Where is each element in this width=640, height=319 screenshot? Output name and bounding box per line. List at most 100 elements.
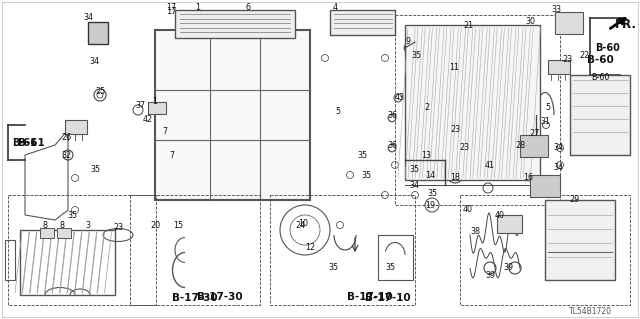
Text: 20: 20	[150, 220, 160, 229]
Text: B-17-30: B-17-30	[197, 292, 243, 302]
Text: 40: 40	[495, 211, 505, 219]
Text: 42: 42	[143, 115, 153, 124]
Text: 35: 35	[409, 166, 419, 174]
Text: 34: 34	[409, 181, 419, 189]
Text: 39: 39	[485, 271, 495, 279]
Text: 23: 23	[459, 144, 469, 152]
Text: 36: 36	[387, 110, 397, 120]
Bar	[148, 102, 166, 114]
Text: 38: 38	[470, 227, 480, 236]
Text: 35: 35	[385, 263, 395, 272]
Bar	[555, 12, 583, 34]
Bar	[175, 10, 295, 38]
Text: B-17-10: B-17-10	[365, 293, 411, 303]
Text: 7: 7	[163, 128, 168, 137]
Text: 2: 2	[424, 103, 429, 113]
Bar	[395, 15, 560, 205]
Text: 14: 14	[425, 170, 435, 180]
Text: B-60: B-60	[591, 73, 609, 83]
Text: 13: 13	[421, 151, 431, 160]
Text: 40: 40	[463, 205, 473, 214]
Bar	[497, 215, 522, 233]
Text: 25: 25	[95, 87, 105, 97]
Text: 21: 21	[463, 20, 473, 29]
Text: 35: 35	[411, 50, 421, 60]
Bar	[378, 235, 413, 280]
Text: 17: 17	[166, 8, 176, 17]
Text: 10: 10	[298, 219, 308, 227]
Text: 15: 15	[173, 220, 183, 229]
Text: 8: 8	[42, 220, 47, 229]
Text: B-61: B-61	[12, 138, 37, 148]
Text: 36: 36	[387, 140, 397, 150]
Text: 23: 23	[562, 56, 572, 64]
Text: 31: 31	[540, 117, 550, 127]
Text: 1: 1	[195, 4, 200, 12]
Text: 37: 37	[135, 101, 145, 110]
Text: 41: 41	[485, 160, 495, 169]
Bar	[88, 22, 108, 44]
Bar	[130, 195, 260, 305]
Text: 11: 11	[449, 63, 459, 72]
Text: 35: 35	[357, 151, 367, 160]
Text: 8: 8	[60, 220, 65, 229]
Bar	[405, 25, 540, 180]
Text: 24: 24	[295, 220, 305, 229]
Text: 35: 35	[67, 211, 77, 219]
Text: 7: 7	[170, 151, 175, 160]
Bar	[155, 30, 310, 200]
Text: 34: 34	[83, 13, 93, 23]
Bar	[330, 10, 395, 35]
Text: B-60: B-60	[596, 43, 620, 53]
Text: 39: 39	[503, 263, 513, 272]
Text: 29: 29	[570, 196, 580, 204]
Text: 23: 23	[113, 224, 123, 233]
Text: 16: 16	[523, 174, 533, 182]
Text: 9: 9	[405, 38, 411, 47]
Text: 19: 19	[425, 201, 435, 210]
Bar	[5, 240, 15, 280]
Text: 34: 34	[89, 57, 99, 66]
Bar	[545, 200, 615, 280]
Bar	[520, 135, 548, 157]
Text: 33: 33	[551, 5, 561, 14]
Text: 28: 28	[515, 140, 525, 150]
Text: 17: 17	[166, 4, 176, 12]
Text: 23: 23	[450, 125, 460, 135]
Text: 35: 35	[361, 170, 371, 180]
Text: 34: 34	[553, 164, 563, 173]
Text: 1: 1	[152, 98, 157, 107]
Bar	[530, 175, 560, 197]
Bar	[460, 195, 630, 305]
Text: 6: 6	[246, 4, 250, 12]
Text: 27: 27	[529, 129, 539, 137]
Text: B-60: B-60	[587, 55, 613, 65]
Text: 12: 12	[305, 243, 315, 253]
Text: 4: 4	[333, 4, 337, 12]
Text: B-17-10: B-17-10	[347, 292, 393, 302]
Text: B-17-30: B-17-30	[172, 293, 218, 303]
Text: B-61: B-61	[18, 138, 45, 148]
Bar	[8, 195, 156, 305]
Text: 18: 18	[450, 174, 460, 182]
Bar	[65, 120, 87, 134]
Bar	[570, 75, 630, 155]
Text: 5: 5	[545, 103, 550, 113]
Bar	[548, 60, 570, 74]
Bar	[270, 195, 415, 305]
Text: 43: 43	[395, 93, 405, 102]
Text: 34: 34	[553, 143, 563, 152]
Text: 35: 35	[427, 189, 437, 197]
Bar	[20, 230, 115, 295]
Text: TL54B1720: TL54B1720	[568, 308, 611, 316]
Text: 30: 30	[525, 18, 535, 26]
Text: FR.: FR.	[615, 18, 637, 31]
Text: 35: 35	[328, 263, 338, 272]
Text: 3: 3	[86, 220, 90, 229]
Bar	[57, 228, 71, 238]
Text: 5: 5	[335, 108, 340, 116]
Text: 26: 26	[61, 133, 71, 143]
Text: 32: 32	[61, 151, 71, 160]
Text: 22: 22	[580, 50, 590, 60]
Bar	[40, 228, 54, 238]
